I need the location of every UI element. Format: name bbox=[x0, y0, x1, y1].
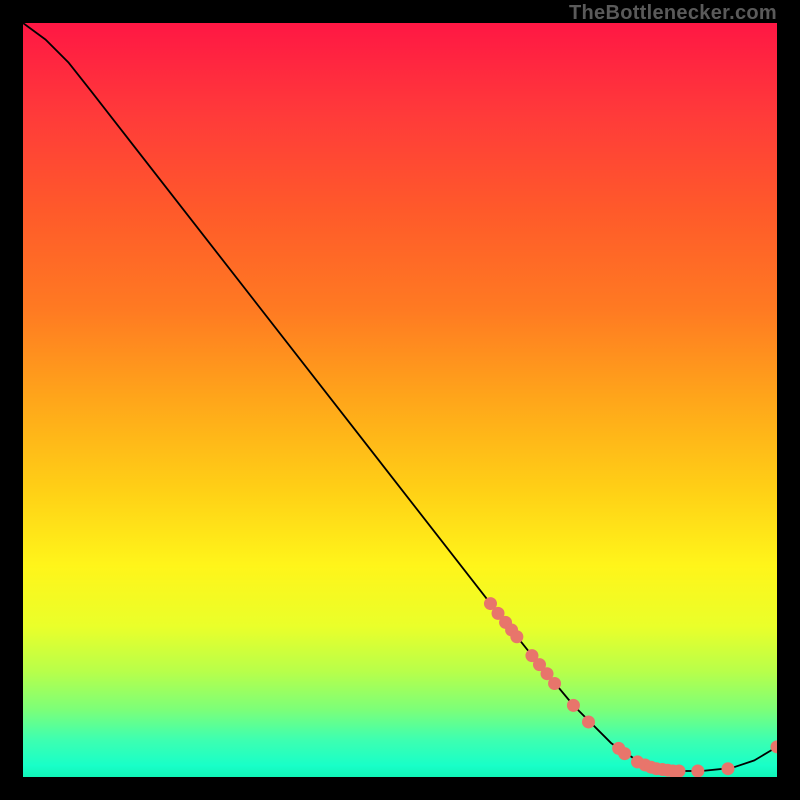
data-marker bbox=[548, 677, 561, 690]
data-marker bbox=[721, 762, 734, 775]
gradient-background bbox=[23, 23, 777, 777]
data-marker bbox=[567, 699, 580, 712]
data-marker bbox=[582, 715, 595, 728]
plot-area bbox=[23, 23, 777, 777]
chart-container: TheBottlenecker.com bbox=[0, 0, 800, 800]
chart-svg bbox=[23, 23, 777, 777]
data-marker bbox=[691, 764, 704, 777]
data-marker bbox=[618, 747, 631, 760]
data-marker bbox=[510, 630, 523, 643]
data-marker bbox=[672, 764, 685, 777]
watermark-text: TheBottlenecker.com bbox=[569, 2, 777, 25]
